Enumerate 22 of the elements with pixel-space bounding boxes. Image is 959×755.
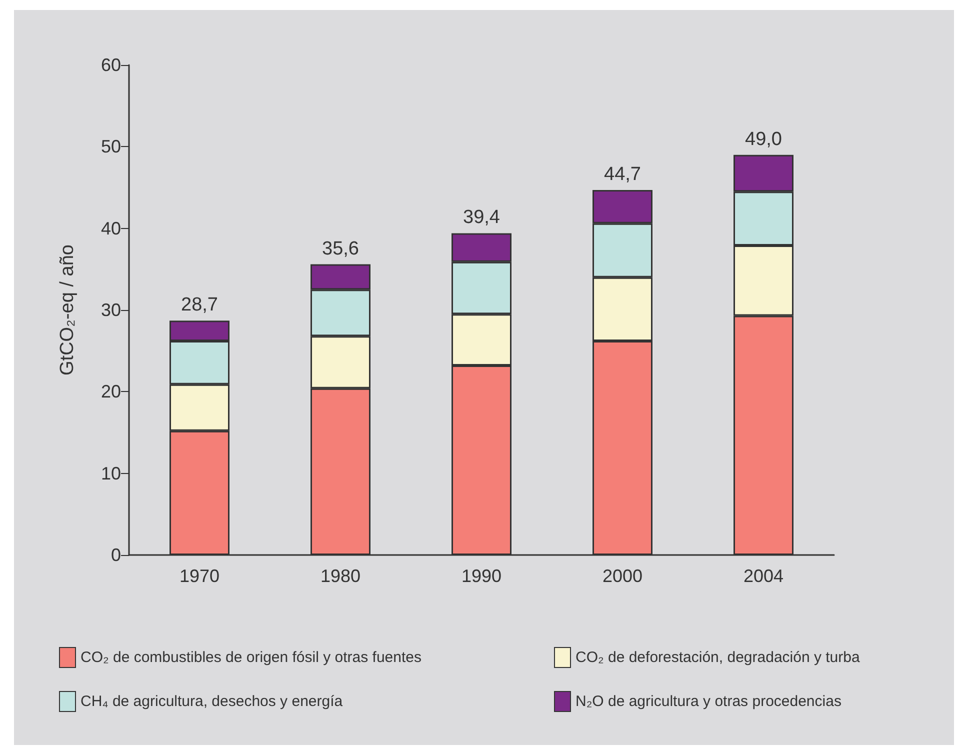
- x-tick-label: 1990: [461, 566, 502, 586]
- y-tick-label: 50: [100, 136, 121, 157]
- legend-label: N₂O de agricultura y otras procedencias: [576, 693, 842, 710]
- y-tick-label: 60: [100, 55, 121, 75]
- y-tick-label: 0: [110, 545, 121, 565]
- legend-label: CO₂ de combustibles de origen fósil y otras fuentes: [80, 649, 422, 666]
- y-tick-label: 20: [100, 382, 121, 402]
- x-tick-label: 2000: [602, 566, 643, 586]
- total-label: 39,4: [463, 207, 500, 228]
- total-label: 28,7: [181, 294, 218, 316]
- legend-label: CH₄ de agricultura, desechos y energía: [80, 693, 344, 710]
- y-tick-label: 40: [100, 218, 121, 238]
- legend-label: CO₂ de deforestación, degradación y turba: [576, 649, 860, 666]
- x-tick-label: 1980: [320, 566, 361, 586]
- y-tick-label: 10: [100, 463, 121, 484]
- y-axis-title: GtCO₂-eq / año: [57, 244, 78, 376]
- y-tick-label: 30: [100, 300, 121, 320]
- x-tick-label: 1970: [179, 566, 220, 586]
- total-label: 44,7: [604, 164, 641, 185]
- total-label: 35,6: [322, 238, 359, 260]
- x-tick-label: 2004: [743, 566, 784, 586]
- total-label: 49,0: [745, 128, 782, 150]
